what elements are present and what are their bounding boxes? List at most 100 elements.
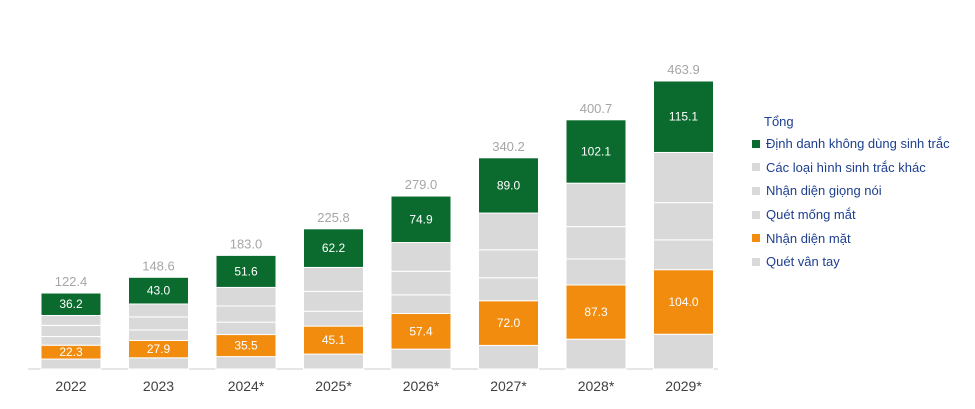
bar-segment	[128, 303, 189, 318]
bar-segment	[40, 292, 102, 316]
legend-swatch	[752, 163, 760, 172]
legend-label: Nhận diện mặt	[766, 230, 851, 246]
total-label: 463.9	[667, 62, 700, 77]
bar-segment	[390, 195, 452, 244]
bar-segment	[653, 202, 714, 241]
legend-label: Các loại hình sinh trắc khác	[766, 159, 926, 175]
bar-segment	[215, 356, 277, 370]
bar-segment	[128, 329, 189, 342]
total-label: 225.8	[317, 210, 350, 225]
bar-segment	[303, 353, 364, 370]
legend-swatch	[752, 186, 760, 195]
bar-segment	[478, 277, 539, 302]
x-tick-label: 2023	[143, 378, 174, 394]
data-label: 89.0	[497, 178, 521, 192]
data-label: 43.0	[147, 284, 171, 298]
total-label: 279.0	[405, 177, 438, 192]
bar-segment	[303, 310, 364, 327]
legend-label: Quét mống mắt	[766, 207, 856, 223]
total-label: 122.4	[55, 274, 88, 289]
data-label: 36.2	[59, 297, 83, 311]
legend: Tổng Định danh không dùng sinh trắc Các …	[752, 112, 950, 274]
legend-label: Nhận diện giọng nói	[766, 183, 882, 199]
x-tick-label: 2025*	[315, 378, 352, 394]
bar-segment	[478, 157, 539, 214]
bar-segment	[390, 270, 452, 296]
bar-segment	[128, 276, 189, 305]
bar-segment	[565, 226, 627, 260]
bar-segment	[303, 325, 364, 355]
bar-segment	[215, 305, 277, 323]
legend-item-other-biometrics: Các loại hình sinh trắc khác	[752, 156, 950, 180]
legend-item-fingerprint-scan: Quét vân tay	[752, 250, 950, 274]
x-tick-label: 2026*	[403, 378, 440, 394]
legend-item-iris-scan: Quét mống mắt	[752, 203, 950, 227]
bar-segment	[40, 314, 102, 326]
bar-segment	[565, 119, 627, 184]
bar-segment	[565, 258, 627, 286]
bar-segment	[303, 266, 364, 292]
data-label: 57.4	[409, 324, 433, 338]
bar-segment	[390, 242, 452, 272]
data-label: 35.5	[234, 339, 258, 353]
bar-segment	[40, 324, 102, 338]
data-label: 102.1	[581, 144, 611, 158]
bar-segment	[390, 294, 452, 314]
data-label: 115.1	[669, 110, 698, 124]
bars-group	[40, 80, 714, 370]
bar-segment	[653, 269, 714, 335]
total-label: 148.6	[142, 258, 175, 273]
bar-segment	[565, 182, 627, 228]
bar-segment	[128, 316, 189, 331]
total-label: 340.2	[492, 139, 525, 154]
bar-segment	[390, 312, 452, 350]
bar-segment	[478, 212, 539, 251]
x-tick-label: 2024*	[228, 378, 265, 394]
x-tick-label: 2027*	[490, 378, 527, 394]
bar-segment	[653, 151, 714, 204]
data-label: 72.0	[497, 316, 521, 330]
bar-segment	[565, 284, 627, 340]
legend-title: Tổng	[764, 114, 794, 129]
x-tick-label: 2022	[55, 378, 86, 394]
data-label: 104.0	[668, 295, 698, 309]
bar-segment	[303, 228, 364, 268]
data-label: 51.6	[234, 264, 258, 278]
bar-segment	[40, 336, 102, 346]
labels-group: 22.3 36.2 122.4 2022 27.9 43.0 148.6 2023 35.5 51…	[55, 62, 703, 394]
bar-segment	[215, 286, 277, 307]
legend-swatch	[752, 210, 760, 219]
bar-segment	[478, 249, 539, 279]
bar-segment	[653, 239, 714, 271]
bar-segment	[128, 357, 189, 370]
bar-segment	[653, 80, 714, 153]
bar-segment	[565, 338, 627, 370]
data-label: 87.3	[584, 305, 608, 319]
total-label: 183.0	[230, 236, 263, 251]
bar-segment	[478, 300, 539, 346]
total-label: 400.7	[580, 101, 613, 116]
data-label: 27.9	[147, 342, 171, 356]
legend-swatch	[752, 257, 760, 266]
legend-item-non-biometric: Định danh không dùng sinh trắc	[752, 132, 950, 156]
legend-label: Định danh không dùng sinh trắc	[766, 136, 950, 152]
data-label: 22.3	[59, 345, 83, 359]
bar-segment	[478, 344, 539, 370]
legend-label: Quét vân tay	[766, 254, 840, 270]
legend-swatch	[752, 139, 760, 148]
legend-swatch	[752, 234, 760, 243]
legend-item-face-recognition: Nhận diện mặt	[752, 226, 950, 250]
bar-segment	[215, 321, 277, 336]
x-tick-label: 2029*	[665, 378, 702, 394]
legend-item-voice-recognition: Nhận diện giọng nói	[752, 179, 950, 203]
bar-segment	[390, 348, 452, 370]
x-tick-label: 2028*	[578, 378, 615, 394]
bar-segment	[215, 254, 277, 288]
data-label: 45.1	[322, 333, 346, 347]
bar-segment	[40, 358, 102, 370]
data-label: 62.2	[322, 241, 346, 255]
bar-segment	[653, 333, 714, 370]
bar-segment	[303, 290, 364, 312]
data-label: 74.9	[409, 212, 433, 226]
